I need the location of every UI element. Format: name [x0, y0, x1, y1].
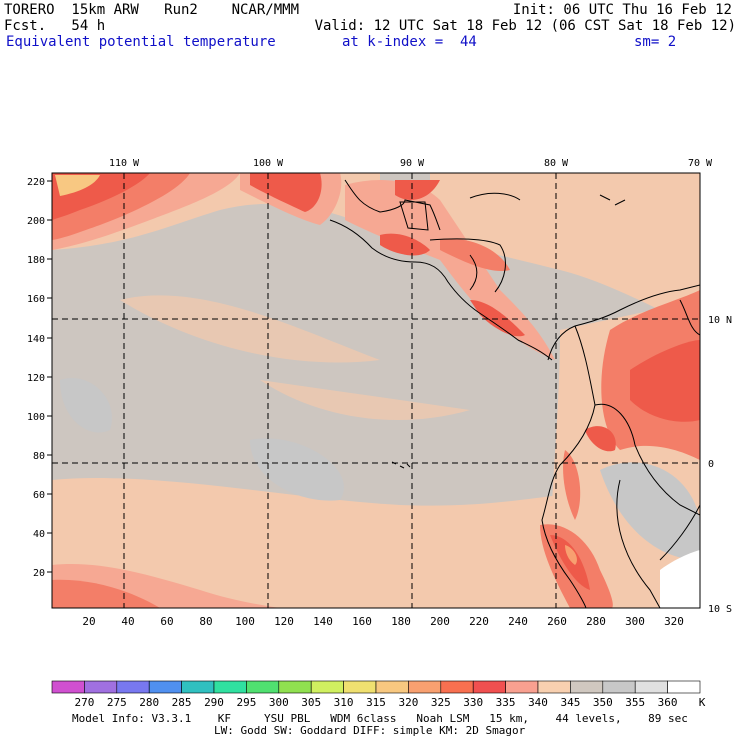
- valid-time: Valid: 12 UTC Sat 18 Feb 12 (06 CST Sat …: [314, 18, 736, 34]
- x-tick: 320: [664, 615, 684, 628]
- colorbar-swatch: [667, 680, 701, 694]
- colorbar-swatch: [602, 680, 636, 694]
- y-tick: 40: [33, 529, 45, 540]
- y-tick: 100: [27, 412, 45, 423]
- colorbar-swatch: [84, 680, 118, 694]
- x-tick: 80: [199, 615, 212, 628]
- x-tick: 60: [160, 615, 173, 628]
- lon-label: 70 W: [688, 158, 713, 169]
- lon-label: 80 W: [544, 158, 569, 169]
- colorbar-swatch: [343, 680, 377, 694]
- colorbar-swatch: [310, 680, 344, 694]
- y-tick: 120: [27, 373, 45, 384]
- smoothing: sm= 2: [634, 34, 677, 50]
- colorbar-swatch: [213, 680, 247, 694]
- colorbar-swatch: [148, 680, 182, 694]
- colorbar-label: 340: [528, 696, 548, 709]
- x-tick: 260: [547, 615, 567, 628]
- x-tick: 100: [235, 615, 255, 628]
- init-time: Init: 06 UTC Thu 16 Feb 12: [512, 2, 732, 18]
- colorbar-label: 335: [495, 696, 516, 709]
- colorbar-label: 320: [398, 696, 419, 709]
- model-info: Model Info: V3.3.1 KF YSU PBL WDM 6class…: [72, 712, 688, 725]
- colorbar-label: 280: [139, 696, 160, 709]
- x-tick: 200: [430, 615, 450, 628]
- lon-label: 90 W: [400, 158, 425, 169]
- x-tick: 240: [508, 615, 528, 628]
- colorbar-swatch: [634, 680, 668, 694]
- colorbar-label: 285: [171, 696, 192, 709]
- field-name: Equivalent potential temperature: [6, 34, 276, 50]
- colorbar-label: 295: [236, 696, 257, 709]
- lon-label: 100 W: [253, 158, 284, 169]
- y-tick: 220: [27, 177, 45, 188]
- lat-label: 0: [708, 459, 714, 470]
- colorbar-label: 270: [74, 696, 95, 709]
- colorbar-swatch: [408, 680, 442, 694]
- lon-label: 110 W: [109, 158, 140, 169]
- colorbar-unit: K: [698, 696, 706, 709]
- colorbar-label: 345: [560, 696, 581, 709]
- colorbar: [51, 680, 701, 694]
- colorbar-label: 315: [366, 696, 386, 709]
- model-title: TORERO 15km ARW Run2 NCAR/MMM: [4, 2, 300, 18]
- colorbar-label: 290: [204, 696, 224, 709]
- lat-label: 10 S: [708, 604, 732, 615]
- colorbar-swatch: [375, 680, 409, 694]
- x-tick: 180: [391, 615, 411, 628]
- colorbar-label: 330: [463, 696, 484, 709]
- colorbar-label: 305: [301, 696, 322, 709]
- colorbar-swatch: [472, 680, 506, 694]
- x-tick: 140: [313, 615, 333, 628]
- colorbar-swatch: [505, 680, 539, 694]
- x-tick: 220: [469, 615, 489, 628]
- y-tick: 60: [33, 490, 45, 501]
- colorbar-label: 350: [592, 696, 613, 709]
- y-tick: 200: [27, 216, 45, 227]
- colorbar-swatch: [51, 680, 85, 694]
- physics-info: LW: Godd SW: Goddard DIFF: simple KM: 2D…: [214, 724, 526, 737]
- level-index: at k-index = 44: [342, 34, 477, 50]
- colorbar-swatch: [440, 680, 474, 694]
- colorbar-swatch: [181, 680, 215, 694]
- colorbar-swatch: [246, 680, 280, 694]
- x-tick: 280: [586, 615, 606, 628]
- y-tick: 20: [33, 568, 45, 579]
- x-tick: 20: [82, 615, 95, 628]
- x-tick: 160: [352, 615, 372, 628]
- theta-e-field: [52, 173, 700, 608]
- colorbar-swatch: [570, 680, 604, 694]
- forecast-hour: Fcst. 54 h: [4, 18, 106, 34]
- y-tick: 80: [33, 451, 45, 462]
- y-tick: 160: [27, 294, 45, 305]
- y-tick: 180: [27, 255, 45, 266]
- colorbar-label: 355: [625, 696, 646, 709]
- colorbar-swatch: [278, 680, 312, 694]
- colorbar-label: 300: [268, 696, 289, 709]
- colorbar-swatch: [116, 680, 150, 694]
- colorbar-label: 275: [106, 696, 127, 709]
- colorbar-label: 310: [333, 696, 354, 709]
- y-tick: 140: [27, 334, 45, 345]
- colorbar-label: 360: [657, 696, 678, 709]
- x-tick: 120: [274, 615, 294, 628]
- x-tick: 40: [121, 615, 134, 628]
- x-tick: 300: [625, 615, 645, 628]
- colorbar-label: 325: [430, 696, 451, 709]
- map-frame: [51, 172, 701, 609]
- colorbar-swatch: [537, 680, 571, 694]
- lat-label: 10 N: [708, 315, 732, 326]
